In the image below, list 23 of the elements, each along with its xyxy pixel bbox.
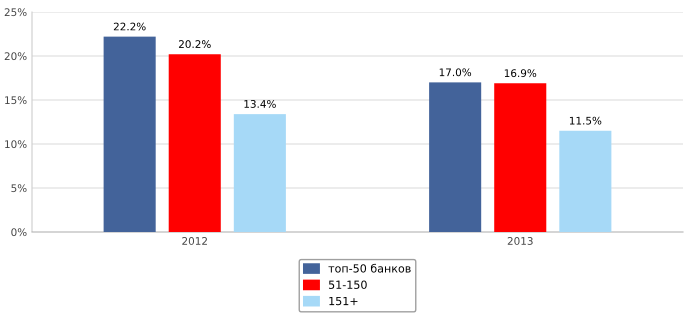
bar xyxy=(234,114,286,232)
y-tick-label: 0% xyxy=(11,228,27,236)
data-label: 13.4% xyxy=(244,100,276,108)
y-tick-label: 10% xyxy=(5,140,27,148)
data-label: 11.5% xyxy=(570,116,602,125)
bar xyxy=(429,82,482,232)
y-tick-label: 25% xyxy=(4,8,27,16)
legend-label: 151+ xyxy=(329,296,358,306)
bar xyxy=(559,130,612,232)
y-tick-label: 15% xyxy=(5,96,27,104)
data-label: 16.9% xyxy=(504,69,536,78)
legend-label: топ-50 банков xyxy=(328,264,411,273)
bar xyxy=(168,54,221,232)
y-tick-label: 20% xyxy=(4,52,27,60)
bar xyxy=(494,83,546,232)
data-label: 22.2% xyxy=(114,22,146,30)
data-label: 17.0% xyxy=(440,68,472,76)
x-tick-label: 2012 xyxy=(182,237,207,245)
data-label: 20.2% xyxy=(178,40,211,48)
y-tick-label: 5% xyxy=(11,184,27,192)
x-tick-label: 2013 xyxy=(508,237,533,245)
bar xyxy=(104,36,156,232)
legend-label: 51-150 xyxy=(328,280,367,289)
